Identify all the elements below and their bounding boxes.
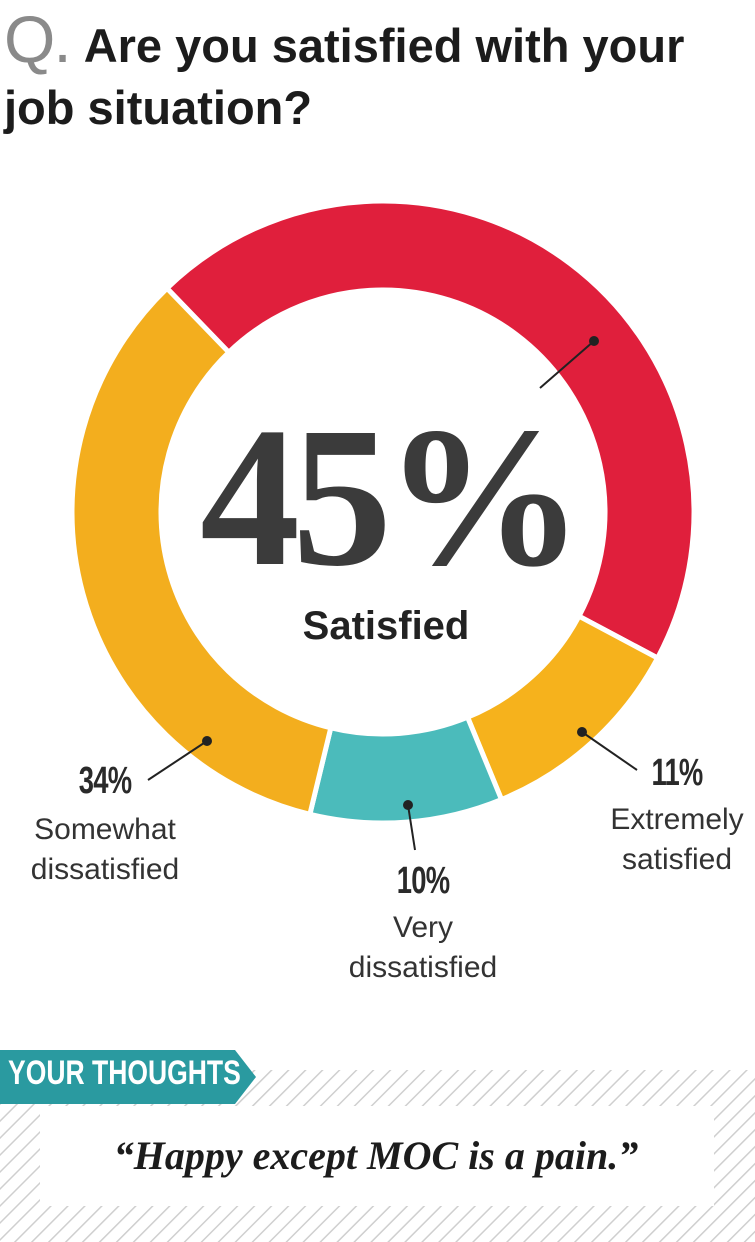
category-label: Extremely satisfied [610,803,744,876]
title: Q. Are you satisfied with your job situat… [4,6,704,139]
leader-line [407,804,416,851]
banner-shape [0,1050,256,1104]
q-mark: Q. [4,2,72,76]
center-value-label: 45% [200,387,584,608]
leader-line [147,740,208,781]
value-label: 11% [651,752,703,794]
leader-dot [589,336,599,346]
category-label: Somewhat dissatisfied [30,813,180,886]
leader-dot [577,727,587,737]
category-label: Very dissatisfied [348,911,498,984]
quote-box [40,1106,714,1206]
leader-line [581,731,638,771]
quote: “Happy except MOC is a pain.” [113,1133,639,1178]
value-label: 34% [78,760,132,802]
leader-line [539,340,595,389]
leader-dot [202,736,212,746]
value-label: 10% [396,860,450,902]
leader-dot [403,800,413,810]
banner-label: YOUR THOUGHTS [8,1054,241,1092]
center-category: Satisfied [302,604,470,648]
donut-segment [464,612,661,803]
donut-segment [69,284,334,818]
question: Are you satisfied with your job situatio… [4,19,685,134]
donut-segment [163,198,697,662]
